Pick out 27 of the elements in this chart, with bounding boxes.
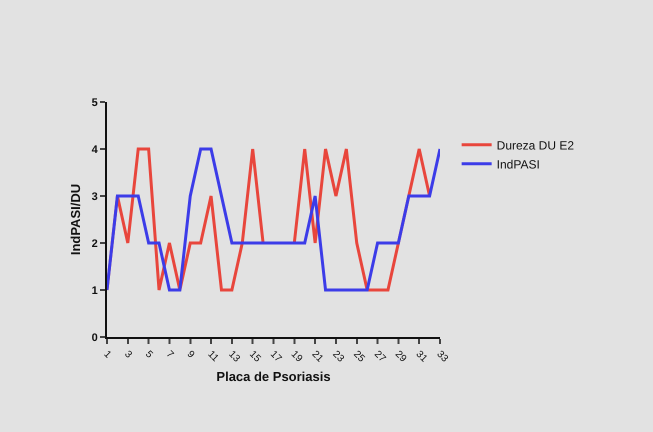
x-tick-label: 13 [226,348,242,365]
y-tick-label: 0 [92,332,98,344]
x-tick-label: 7 [164,348,176,361]
x-tick-label: 17 [268,348,284,365]
legend-label: IndPASI [496,157,540,172]
y-axis-title: IndPASI/DU [68,184,84,256]
y-tick-label: 1 [92,284,98,297]
x-tick-label: 3 [122,348,134,361]
x-tick-label: 25 [351,348,368,365]
x-tick-label: 5 [142,348,155,361]
y-tick-label: 5 [92,96,98,109]
x-tick-label: 9 [184,348,197,361]
x-tick-label: 33 [434,348,450,365]
x-tick-label: 19 [288,348,305,365]
y-tick-label: 2 [92,238,98,250]
x-tick-label: 15 [247,348,263,365]
x-axis-title: Placa de Psoriasis [216,368,331,384]
x-tick-label: 27 [372,348,388,365]
x-tick-label: 1 [101,348,114,361]
y-tick-label: 4 [92,144,99,156]
x-tick-label: 11 [205,348,221,364]
legend-label: Dureza DU E2 [496,138,574,152]
x-tick-label: 29 [392,348,409,365]
x-tick-label: 23 [330,348,346,365]
x-tick-label: 21 [309,348,326,365]
y-tick-label: 3 [92,190,98,203]
x-tick-label: 31 [414,348,430,365]
